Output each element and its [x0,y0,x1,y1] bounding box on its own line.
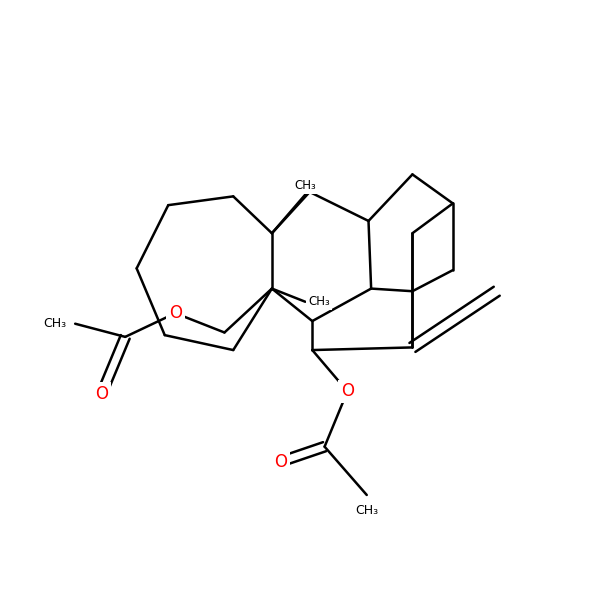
Text: O: O [169,304,182,322]
Text: CH₃: CH₃ [295,179,316,191]
Text: O: O [95,385,108,403]
Text: CH₃: CH₃ [43,317,66,330]
Text: O: O [341,382,354,400]
Text: O: O [274,452,287,470]
Text: CH₃: CH₃ [355,504,379,517]
Text: CH₃: CH₃ [308,295,330,308]
